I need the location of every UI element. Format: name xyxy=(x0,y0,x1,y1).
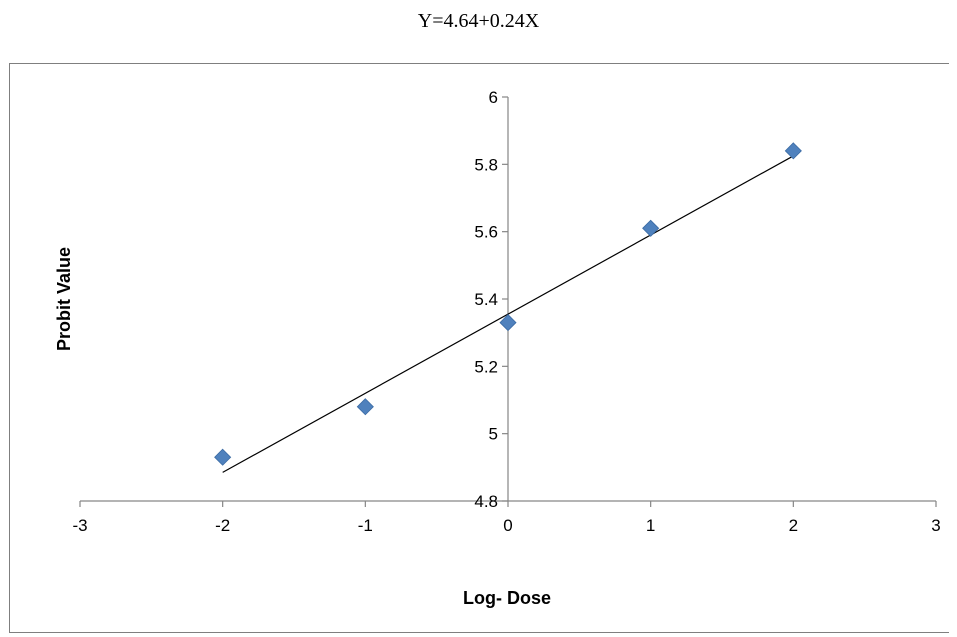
chart-area: -3 -2 -1 0 1 2 3 4.8 5 5.2 5.4 5.6 5.8 6 Log- Dose P… xyxy=(9,63,949,633)
x-tick-label: 1 xyxy=(646,516,655,535)
y-tick-label: 5.6 xyxy=(474,223,498,242)
x-tick-label: -1 xyxy=(358,516,373,535)
y-tick-label: 5.8 xyxy=(474,155,498,174)
y-tick-label: 5.2 xyxy=(474,357,498,376)
data-point-marker xyxy=(356,398,374,416)
x-axis-title: Log- Dose xyxy=(463,588,551,608)
x-tick-label: -3 xyxy=(72,516,87,535)
x-tick-labels: -3 -2 -1 0 1 2 3 xyxy=(72,516,940,535)
y-tick-labels: 4.8 5 5.2 5.4 5.6 5.8 6 xyxy=(474,88,498,511)
y-tick-label: 5.4 xyxy=(474,290,498,309)
y-tick-label: 4.8 xyxy=(474,492,498,511)
y-axis-title: Probit Value xyxy=(54,247,74,351)
data-point-marker xyxy=(784,142,802,160)
data-point-marker xyxy=(642,219,660,237)
x-tick-label: -2 xyxy=(215,516,230,535)
scatter-plot: -3 -2 -1 0 1 2 3 4.8 5 5.2 5.4 5.6 5.8 6 Log- Dose P… xyxy=(54,88,941,608)
data-points xyxy=(214,142,802,466)
y-tick-label: 5 xyxy=(489,425,498,444)
data-point-marker xyxy=(499,314,517,332)
x-tick-label: 2 xyxy=(789,516,798,535)
chart-title: Y=4.64+0.24X xyxy=(417,10,540,32)
data-point-marker xyxy=(214,448,232,466)
x-tick-label: 0 xyxy=(503,516,512,535)
x-tick-label: 3 xyxy=(931,516,940,535)
y-tick-label: 6 xyxy=(489,88,498,107)
axes xyxy=(79,96,937,507)
